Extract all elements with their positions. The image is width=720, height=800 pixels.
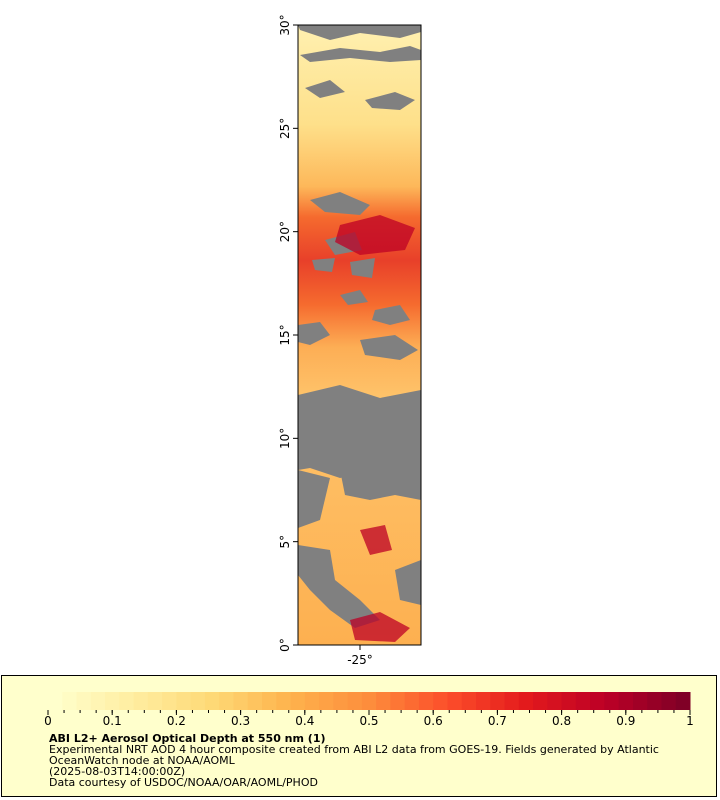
colorbar-cell [133,692,149,710]
colorbar-cell [433,692,448,710]
colorbar-cells [48,692,691,710]
latitude-tick-label: 0° [278,638,292,652]
latitude-axis: 0° 5° 10° 15° 20° 25° 30° [278,14,298,652]
colorbar-tick-label: 0.8 [552,714,571,728]
colorbar-cell [661,692,677,710]
colorbar-cell [290,692,306,710]
colorbar-tick-label: 0.7 [488,714,507,728]
colorbar-cell [376,692,391,710]
colorbar-cell [604,692,620,710]
longitude-axis: -25° [347,645,373,667]
aod-map: 0° 5° 10° 15° 20° 25° 30° -25° [278,14,422,667]
colorbar-cell [219,692,234,710]
colorbar-cell [347,692,363,710]
latitude-tick-label: 30° [278,14,292,35]
legend-panel: 0 0.1 0.2 0.3 0.4 0.5 0.6 0.7 0.8 0.9 1 ABI L2+ Ae… [1,675,717,797]
legend-title: ABI L2+ Aerosol Optical Depth at 550 nm … [49,732,326,745]
colorbar-cell [48,692,63,710]
legend-description-line1: Experimental NRT AOD 4 hour composite cr… [49,743,659,756]
colorbar-cell [262,692,277,710]
colorbar-cell [675,692,691,710]
colorbar-cell [119,692,135,710]
colorbar-cell [561,692,577,710]
colorbar: 0 0.1 0.2 0.3 0.4 0.5 0.6 0.7 0.8 0.9 1 [44,692,694,728]
colorbar-cell [618,692,634,710]
colorbar-cell [447,692,463,710]
colorbar-cell [247,692,263,710]
high-aod-patches [335,215,415,642]
colorbar-cell [490,692,506,710]
colorbar-tick-label: 0.1 [103,714,122,728]
colorbar-cell [476,692,491,710]
colorbar-tick-label: 1 [686,714,694,728]
colorbar-cell [533,692,548,710]
colorbar-tick-label: 0.6 [424,714,443,728]
map-plot [297,24,422,646]
colorbar-cell [333,692,349,710]
colorbar-cell [575,692,591,710]
colorbar-cell [361,692,377,710]
latitude-tick-label: 5° [278,535,292,549]
colorbar-cell [76,692,92,710]
colorbar-cell [461,692,477,710]
legend-credit: Data courtesy of USDOC/NOAA/OAR/AOML/PHO… [49,776,318,789]
colorbar-cell [176,692,192,710]
colorbar-cell [190,692,206,710]
colorbar-cell [404,692,420,710]
colorbar-tick-label: 0.4 [295,714,314,728]
colorbar-cell [647,692,662,710]
colorbar-cell [105,692,120,710]
colorbar-cell [233,692,249,710]
colorbar-tick-label: 0.3 [231,714,250,728]
colorbar-cell [547,692,563,710]
colorbar-ticks: 0 0.1 0.2 0.3 0.4 0.5 0.6 0.7 0.8 0.9 1 [44,710,694,728]
colorbar-tick-label: 0.5 [359,714,378,728]
colorbar-cell [204,692,220,710]
colorbar-cell [319,692,334,710]
colorbar-tick-label: 0.2 [167,714,186,728]
colorbar-cell [62,692,78,710]
colorbar-cell [304,692,320,710]
legend-description-line2: OceanWatch node at NOAA/AOML [49,754,235,767]
colorbar-cell [590,692,605,710]
colorbar-cell [276,692,292,710]
legend-timestamp: (2025-08-03T14:00:00Z) [49,765,186,778]
latitude-tick-label: 15° [278,324,292,345]
latitude-tick-label: 25° [278,118,292,139]
colorbar-cell [632,692,648,710]
latitude-tick-label: 10° [278,428,292,449]
colorbar-tick-label: 0 [44,714,52,728]
colorbar-cell [518,692,534,710]
colorbar-cell [90,692,106,710]
colorbar-cell [504,692,520,710]
colorbar-cell [390,692,406,710]
colorbar-cell [162,692,177,710]
colorbar-cell [147,692,163,710]
latitude-tick-label: 20° [278,221,292,242]
longitude-tick-label: -25° [347,653,373,667]
colorbar-cell [418,692,434,710]
colorbar-tick-label: 0.9 [616,714,635,728]
